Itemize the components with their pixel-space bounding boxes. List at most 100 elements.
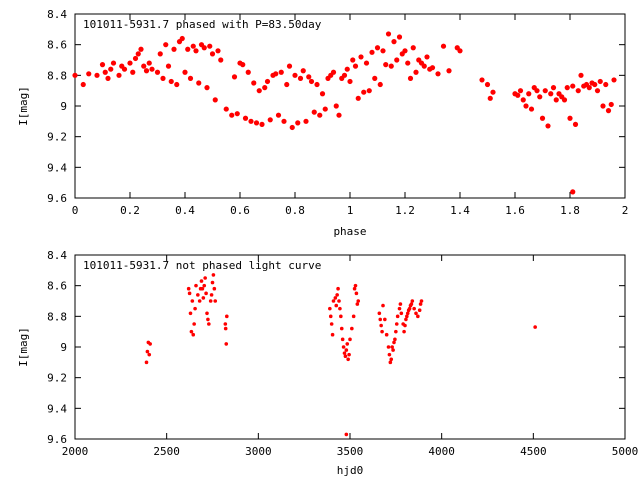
data-point: [231, 74, 238, 80]
data-point: [570, 83, 576, 89]
data-point: [352, 63, 359, 69]
data-point: [402, 48, 408, 54]
data-point: [259, 121, 265, 127]
data-point: [528, 106, 535, 112]
data-point: [396, 34, 403, 40]
x-tick-label: 4500: [520, 445, 547, 458]
y-tick-label: 9: [60, 100, 67, 113]
data-point: [354, 291, 359, 296]
data-point: [289, 124, 295, 131]
data-point: [550, 85, 557, 91]
data-point: [197, 299, 202, 303]
data-point: [94, 72, 100, 78]
data-point: [345, 342, 350, 346]
data-point: [148, 342, 152, 346]
data-point: [372, 75, 378, 81]
x-tick-label: 3000: [245, 445, 272, 458]
data-point: [189, 329, 194, 334]
data-point: [520, 97, 526, 103]
data-point: [146, 60, 152, 66]
y-tick-label: 9.4: [47, 161, 67, 174]
data-point: [338, 306, 342, 311]
data-point: [275, 112, 282, 118]
data-point: [308, 78, 315, 85]
data-point: [322, 106, 328, 112]
data-point: [218, 57, 224, 63]
data-point: [108, 66, 114, 72]
data-point: [344, 348, 349, 352]
data-point: [356, 299, 361, 303]
data-point: [208, 299, 213, 303]
data-point: [339, 314, 343, 319]
data-point: [264, 78, 271, 85]
data-point: [392, 340, 396, 345]
y-tick-label: 9: [60, 341, 67, 354]
data-point: [251, 80, 257, 86]
data-point: [603, 81, 609, 88]
data-point: [179, 35, 185, 42]
data-point: [333, 103, 339, 109]
data-point: [193, 306, 197, 311]
x-tick-label: 2500: [153, 445, 180, 458]
data-point: [608, 101, 614, 108]
x-tick-label: 2: [622, 204, 629, 217]
data-point: [102, 69, 108, 75]
data-point: [165, 63, 172, 69]
data-point: [278, 69, 284, 75]
data-point: [393, 337, 397, 342]
data-point: [200, 286, 205, 291]
data-point: [163, 42, 169, 48]
data-point: [435, 71, 441, 77]
x-tick-label: 1.2: [395, 204, 415, 217]
data-point: [383, 317, 387, 322]
data-point: [328, 306, 332, 311]
data-point: [206, 317, 210, 322]
x-tick-label: 1.4: [450, 204, 470, 217]
data-point: [490, 89, 496, 95]
data-point: [210, 280, 215, 285]
data-point: [205, 311, 209, 316]
data-point: [300, 68, 306, 74]
data-point: [537, 94, 543, 100]
y-axis-label: I[mag]: [17, 86, 30, 126]
unphased-light-curve-panel: 2000 2500 3000 3500 4000 4500 5000 8.4 8.6 8.8 9 9.…: [17, 249, 638, 477]
data-point: [398, 302, 403, 306]
data-point: [245, 69, 251, 75]
data-point: [578, 72, 584, 78]
data-point: [399, 311, 404, 316]
data-point: [190, 43, 196, 49]
data-point: [330, 69, 337, 75]
data-point: [242, 115, 249, 121]
data-point: [394, 329, 398, 334]
data-point: [209, 293, 214, 297]
data-point: [273, 71, 279, 77]
x-tick-label: 0.8: [285, 204, 305, 217]
data-point: [229, 112, 235, 118]
phased-light-curve-panel: 0 0.2 0.4 0.6 0.8 1 1.2 1.4 1.6 1.8 2 8.4 8.6 8.8 9 9.2…: [17, 8, 628, 238]
data-point: [542, 88, 548, 94]
data-point: [329, 322, 334, 326]
x-tick-label: 0.2: [120, 204, 140, 217]
data-point: [281, 118, 287, 124]
data-point: [379, 323, 383, 328]
data-point: [333, 296, 338, 300]
chart-title: 101011-5931.7 not phased light curve: [83, 259, 321, 272]
data-point: [234, 111, 240, 117]
x-tick-label: 3500: [337, 445, 364, 458]
data-point: [72, 72, 78, 78]
plot-frame: [74, 13, 626, 199]
data-point: [340, 337, 345, 342]
data-point: [213, 299, 218, 303]
data-point: [328, 314, 333, 319]
y-tick-label: 8.4: [47, 249, 67, 262]
data-point: [388, 360, 393, 365]
data-point: [366, 88, 372, 94]
y-axis-label: I[mag]: [17, 327, 30, 367]
data-point: [295, 120, 301, 126]
x-axis-label: phase: [333, 225, 366, 238]
data-point: [575, 88, 581, 94]
y-tick-label: 9.2: [47, 131, 67, 144]
data-point: [199, 279, 204, 283]
data-point: [353, 283, 358, 288]
